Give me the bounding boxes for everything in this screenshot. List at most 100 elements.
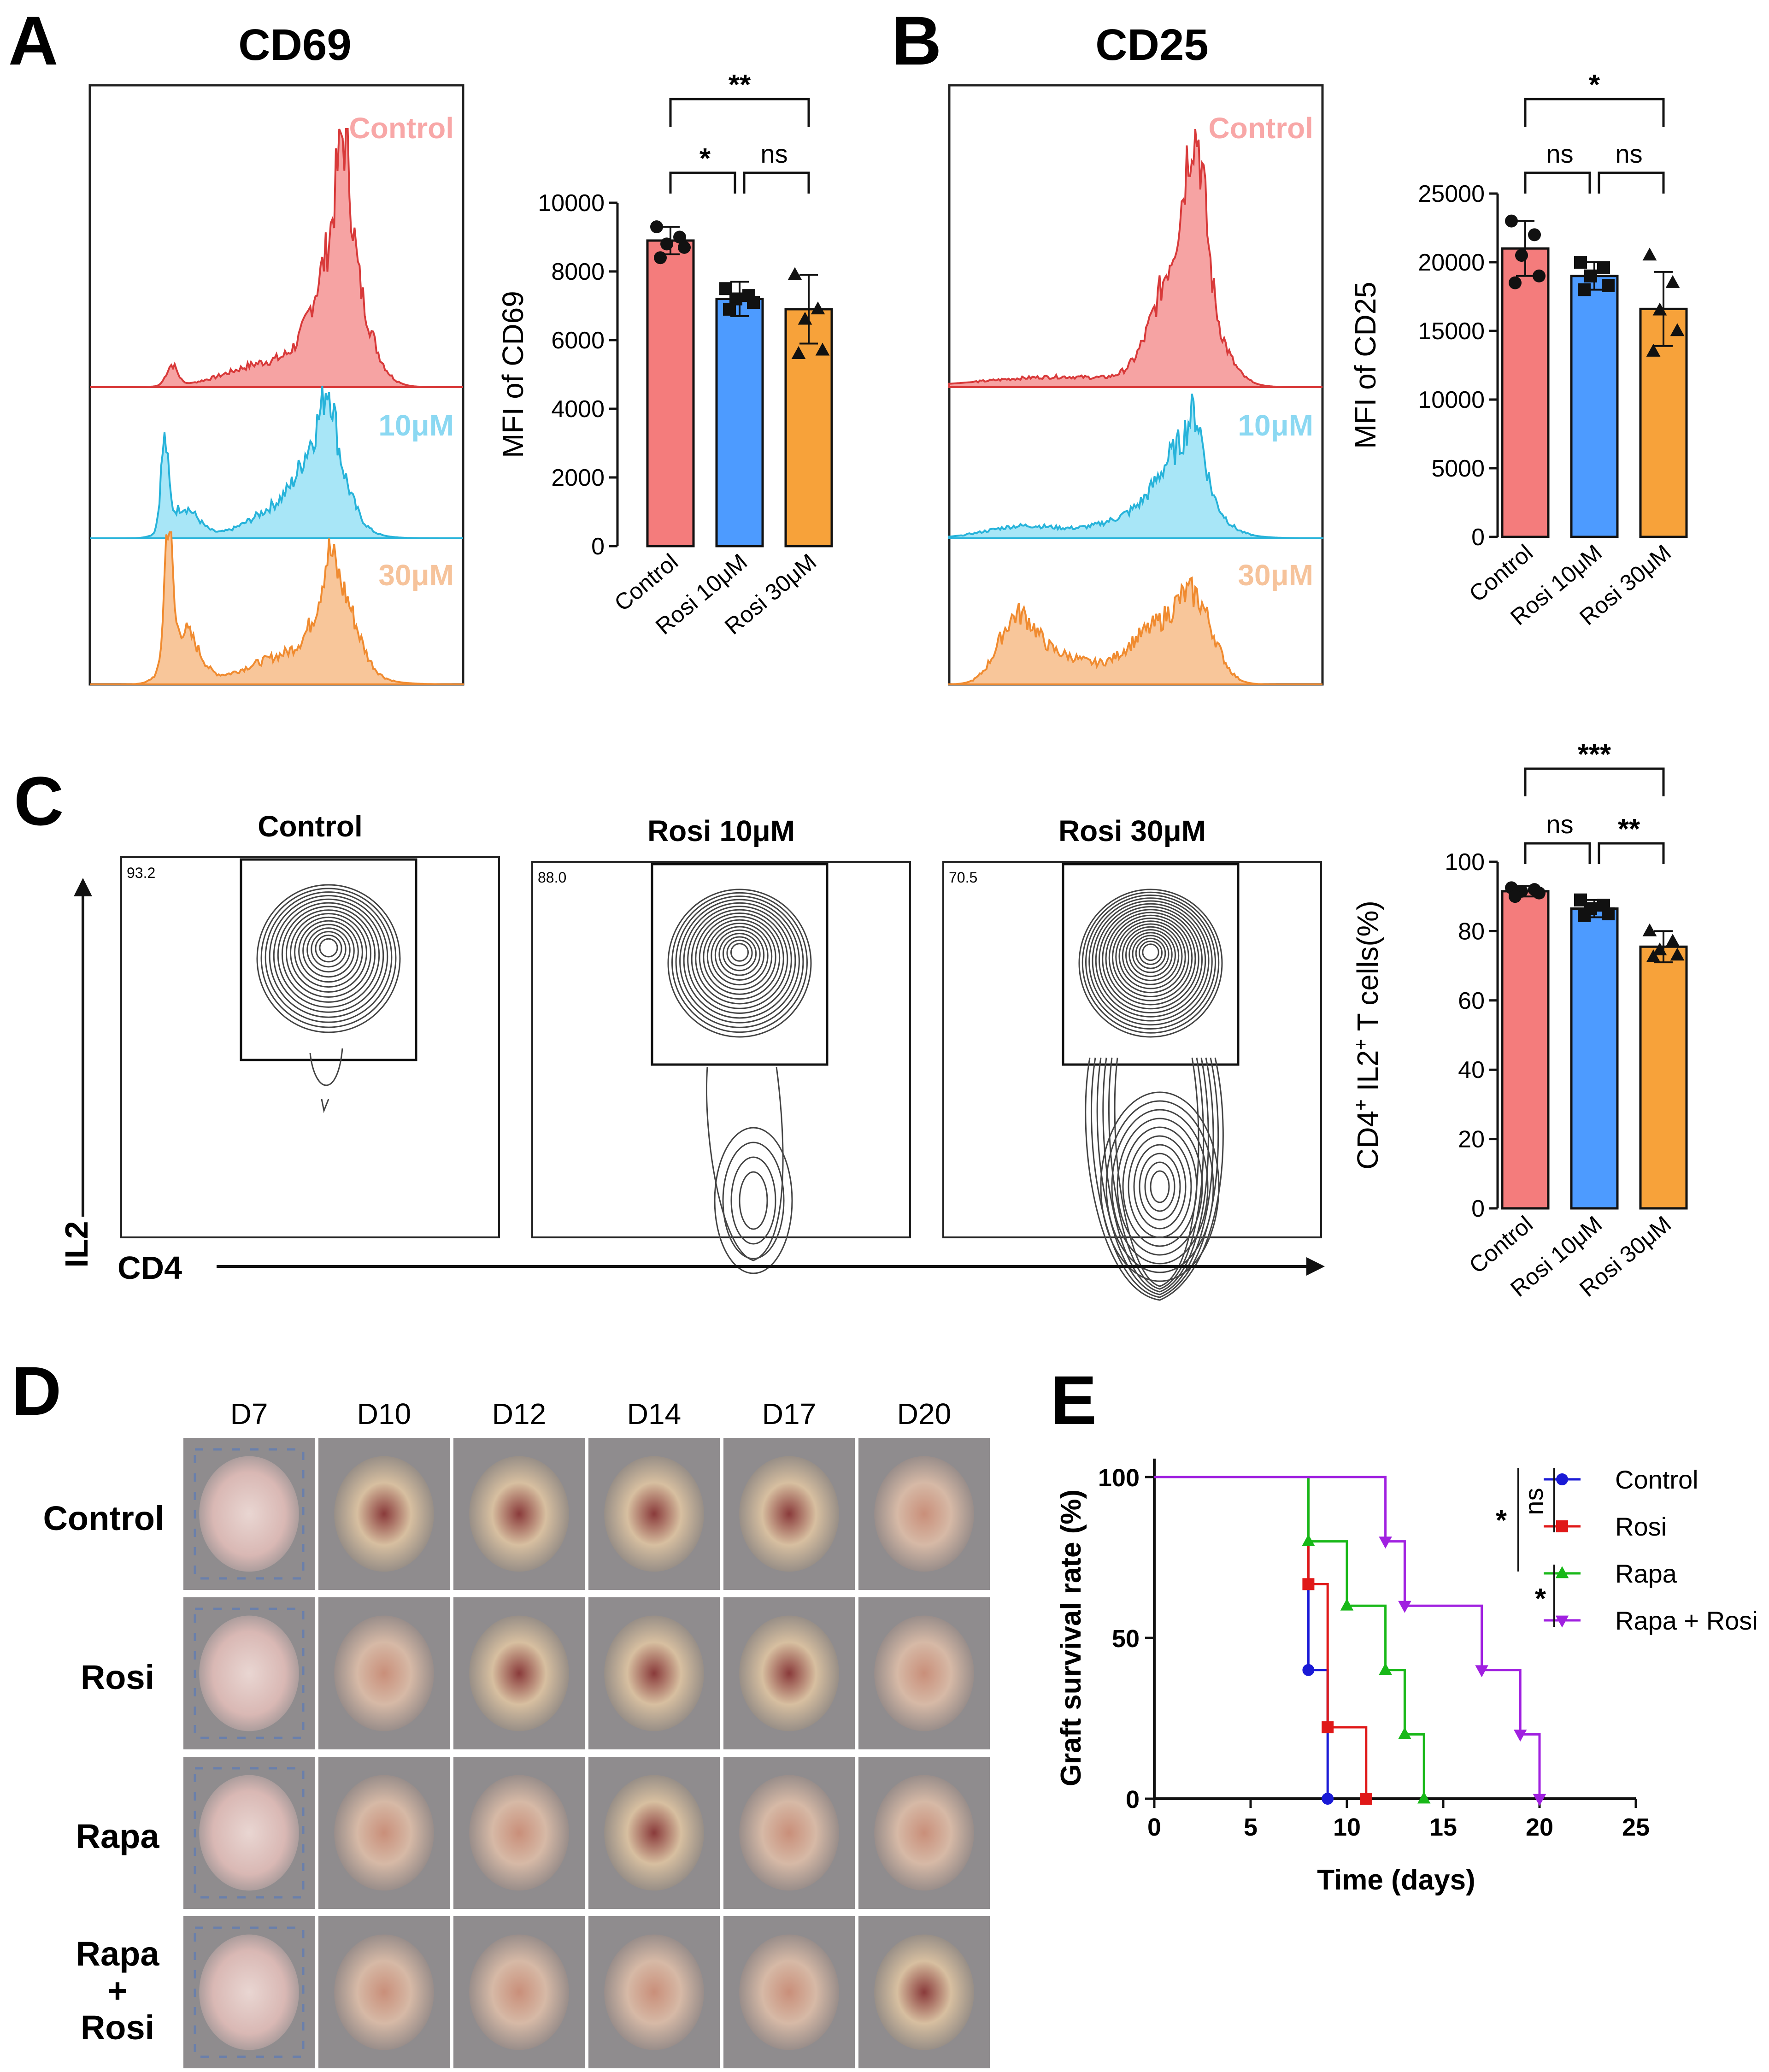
flow-plot-frame: [120, 856, 500, 1238]
graft-area: [874, 1775, 974, 1891]
survival-point: [1417, 1791, 1431, 1804]
gate-box: [651, 863, 829, 1066]
row-label: Rosi: [81, 1658, 154, 1696]
contour-line: [1105, 912, 1196, 1006]
contour-line: [1128, 932, 1173, 977]
data-point: [673, 230, 686, 244]
data-point: [660, 237, 673, 251]
y-tick-label: 5000: [1431, 455, 1485, 482]
y-tick-label: 20: [1458, 1126, 1485, 1153]
contour-line: [671, 892, 808, 1033]
data-point: [1584, 269, 1597, 283]
data-point: [723, 302, 736, 316]
data-point: [1528, 228, 1541, 241]
panel-letter: E: [1051, 1361, 1097, 1439]
graft-area: [334, 1934, 434, 2050]
contour-line: [691, 909, 788, 1009]
y-axis-label: Graft survival rate (%): [1055, 1489, 1087, 1786]
histogram-rosi-30um: [90, 531, 464, 685]
x-tick-label: 0: [1147, 1813, 1161, 1841]
flow-plot-frame: [942, 861, 1322, 1238]
y-axis-label-part: +: [1350, 1099, 1371, 1111]
survival-point: [1340, 1598, 1354, 1611]
y-tick-label: 10000: [538, 190, 605, 217]
data-point: [1533, 269, 1546, 283]
survival-point: [1533, 1794, 1546, 1806]
data-point: [1597, 261, 1610, 274]
x-axis-label: Time (days): [1317, 1864, 1475, 1896]
graft-area: [334, 1775, 434, 1891]
bar: [1501, 890, 1550, 1210]
contour-line: [302, 924, 355, 978]
day-label: D14: [627, 1397, 681, 1430]
histogram-label: 30μM: [1238, 559, 1313, 592]
data-point: [650, 220, 663, 234]
contour-line: [687, 906, 792, 1014]
legend-marker: [1555, 1615, 1569, 1628]
survival-line: [1154, 1476, 1425, 1799]
significance-bracket: [669, 171, 736, 194]
graft-area: [199, 1615, 299, 1731]
contour-line: [1133, 1144, 1187, 1230]
contour-line: [730, 943, 749, 962]
survival-point: [1398, 1601, 1411, 1613]
y-tick-label: 20000: [1418, 249, 1485, 276]
histogram-stack: Control 10μM 30μM: [88, 84, 464, 686]
y-tick-label: 0: [1471, 524, 1485, 551]
survival-point: [1398, 1727, 1411, 1739]
panel-letter: D: [12, 1352, 61, 1430]
contour-line: [260, 888, 397, 1028]
graft-area: [739, 1934, 839, 2050]
data-point: [1670, 323, 1685, 336]
contour-line: [1108, 914, 1193, 1001]
gate-percentage: 88.0: [538, 869, 566, 886]
contour-line: [706, 923, 773, 990]
significance-bracket: [1524, 98, 1665, 127]
panel-B: B CD25 Control 10μM 30μM 0 5000 10000 15000 20…: [892, 2, 1688, 686]
flow-plot-title: Rosi 30μM: [1058, 814, 1206, 848]
data-point: [815, 342, 830, 356]
row-label: Rapa: [76, 1817, 160, 1855]
suture-line: [194, 1767, 305, 1899]
flow-plot-frame: [531, 861, 911, 1238]
y-tick-label: 2000: [551, 465, 605, 491]
graft-area: [739, 1775, 839, 1891]
contour-line: [1112, 918, 1189, 997]
histogram-control: [948, 129, 1323, 388]
survival-point: [1302, 1578, 1315, 1590]
data-point: [654, 251, 667, 265]
histogram-label: Control: [1209, 112, 1314, 145]
significance-bracket: [1524, 842, 1591, 864]
contour-line: [1099, 906, 1203, 1013]
graft-area: [334, 1615, 434, 1731]
contour-line: [1092, 900, 1210, 1022]
contour-line: [1105, 1100, 1214, 1273]
survival-line: [1154, 1476, 1368, 1799]
legend-label: Rapa + Rosi: [1615, 1606, 1758, 1635]
panel-D: D D7 D10 D12 D14 D17 D20ControlRosiRapaRapa+R…: [12, 1352, 990, 2068]
graft-area: [469, 1615, 569, 1731]
flow-plots: Control 93.2 Rosi 10μM 88.0 Rosi 30μM 70.5: [120, 810, 1322, 1301]
data-point: [678, 241, 691, 254]
graft-area: [739, 1456, 839, 1572]
y-axis-label-part: T cells(%): [1351, 901, 1384, 1039]
contour-line: [1081, 891, 1220, 1034]
legend-marker: [1555, 1566, 1569, 1578]
y-tick-label: 0: [591, 533, 605, 560]
flow-plot-title: Rosi 10μM: [647, 814, 795, 848]
contour-line: [1150, 1170, 1170, 1203]
contour-line: [1115, 920, 1186, 994]
data-point: [1646, 343, 1661, 357]
stat-label: *: [1496, 1505, 1507, 1536]
gate-percentage: 93.2: [127, 865, 155, 881]
contour-line: [722, 936, 757, 971]
day-label: D12: [492, 1397, 546, 1430]
panel-letter: C: [14, 762, 64, 840]
graft-area: [199, 1934, 299, 2050]
contour-line: [683, 902, 796, 1019]
significance-label: ***: [1578, 739, 1611, 771]
contour-line: [1117, 1118, 1203, 1256]
contour-line: [1114, 1057, 1199, 1287]
data-point: [798, 312, 812, 325]
